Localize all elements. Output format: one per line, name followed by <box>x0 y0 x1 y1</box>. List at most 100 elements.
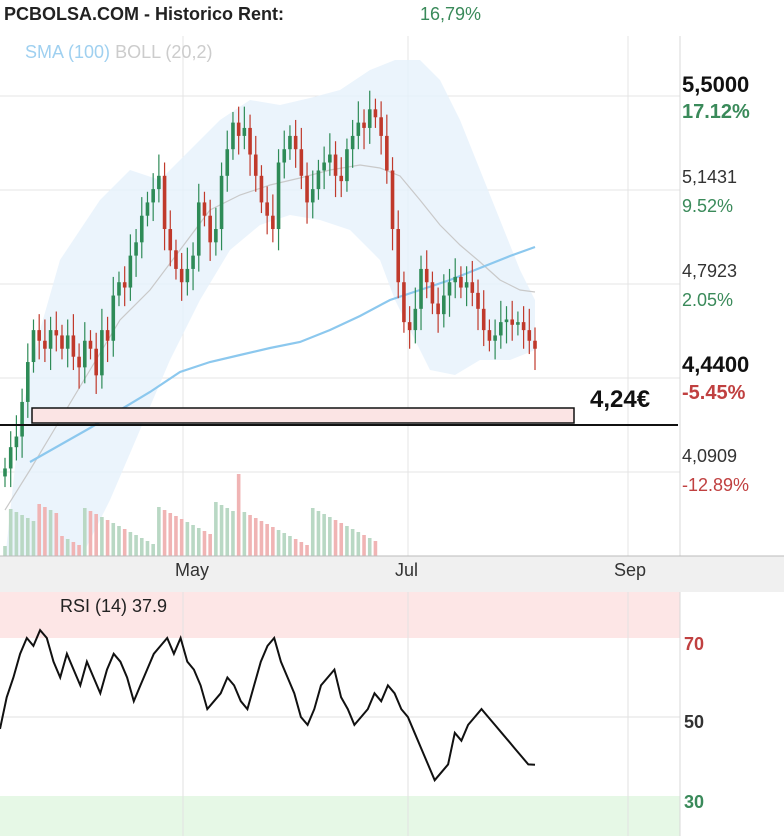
month-label-sep: Sep <box>614 560 647 580</box>
candle-body <box>196 202 201 256</box>
volume-bar <box>333 520 338 556</box>
candle-body <box>231 122 235 150</box>
legend-sma: SMA (100) <box>25 42 111 62</box>
candle-body <box>43 340 47 349</box>
candle-body <box>362 122 366 128</box>
candle-body <box>453 276 458 283</box>
volume-bar <box>305 545 309 556</box>
candle-body <box>117 282 121 296</box>
volume-bar <box>65 539 70 556</box>
candle-body <box>60 335 64 349</box>
candle-body <box>499 322 503 336</box>
volume-bar <box>310 508 315 556</box>
candle-body <box>157 175 161 190</box>
volume-bar <box>48 510 53 556</box>
candle-body <box>37 330 41 341</box>
volume-bar <box>345 526 349 556</box>
volume-bar <box>94 514 98 556</box>
candlesticks <box>3 90 537 488</box>
y-tick-pct: -12.89% <box>682 475 750 495</box>
candle-body <box>174 250 178 269</box>
volume-bar <box>77 545 81 556</box>
rsi-oversold-zone <box>0 796 680 836</box>
candle-body <box>379 117 383 136</box>
volume-bar <box>271 527 275 556</box>
rsi-overbought-zone <box>0 592 680 638</box>
candle-body <box>367 109 372 128</box>
candle-body <box>430 282 435 304</box>
y-tick-label: 5,5000 <box>682 72 750 97</box>
target-price-label: 4,24€ <box>590 386 651 413</box>
candle-body <box>442 295 446 315</box>
volume-bar <box>151 544 155 556</box>
rsi-line <box>0 628 536 783</box>
candle-body <box>168 229 173 251</box>
candle-body <box>202 202 207 216</box>
candle-body <box>122 282 127 288</box>
volume-bar <box>356 532 361 556</box>
candle-body <box>105 330 110 341</box>
volume-bar <box>231 511 235 556</box>
candle-body <box>293 135 298 150</box>
volume-bar <box>265 524 269 556</box>
candle-body <box>128 255 133 288</box>
volume-bar <box>236 474 241 556</box>
candle-body <box>82 340 87 368</box>
target-zone <box>31 407 575 424</box>
candle-body <box>8 447 13 469</box>
candle-body <box>219 175 224 230</box>
candle-body <box>139 215 144 243</box>
candle-body <box>248 127 252 155</box>
volume-bar <box>367 538 372 556</box>
volume-bar <box>202 531 207 556</box>
candle-body <box>413 308 418 331</box>
candle-body <box>424 268 429 283</box>
volume-bar <box>82 508 87 556</box>
candle-body <box>77 356 81 368</box>
volume-bar <box>60 536 64 556</box>
candle-body <box>288 135 292 150</box>
candle-body <box>225 149 230 176</box>
volume-bars <box>3 474 378 556</box>
candle-body <box>242 127 247 136</box>
candle-body <box>487 330 492 341</box>
candle-body <box>191 255 195 269</box>
rsi-level-70: 70 <box>684 634 705 654</box>
month-axis-strip <box>0 556 784 592</box>
volume-bar <box>185 522 190 556</box>
volume-bar <box>31 521 36 556</box>
volume-bar <box>71 542 76 556</box>
candle-body <box>253 154 258 176</box>
volume-bar <box>259 521 264 556</box>
candle-body <box>310 189 315 203</box>
candle-body <box>65 335 70 349</box>
y-tick-pct: 9.52% <box>682 196 734 216</box>
volume-bar <box>373 541 378 556</box>
candle-body <box>533 340 537 349</box>
candle-body <box>328 154 332 163</box>
volume-bar <box>100 517 104 556</box>
candle-body <box>271 215 275 230</box>
candle-body <box>402 282 406 323</box>
candle-body <box>208 215 212 243</box>
candle-body <box>476 292 480 309</box>
volume-bar <box>276 530 281 556</box>
volume-bar <box>128 532 133 556</box>
candle-body <box>88 340 93 349</box>
volume-bar <box>162 510 167 556</box>
candle-body <box>333 154 338 176</box>
volume-bar <box>288 536 292 556</box>
y-tick-label: 4,4400 <box>682 352 750 377</box>
volume-bar <box>179 519 184 556</box>
candle-body <box>356 122 361 136</box>
volume-bar <box>122 529 127 556</box>
volume-bar <box>3 546 7 556</box>
legend-boll: BOLL (20,2) <box>115 42 213 62</box>
y-tick-label: 4,7923 <box>682 261 738 281</box>
y-tick-pct: -5.45% <box>682 382 746 404</box>
candle-body <box>134 242 138 256</box>
candle-body <box>407 322 412 331</box>
candle-body <box>527 330 532 341</box>
candle-body <box>419 268 423 309</box>
